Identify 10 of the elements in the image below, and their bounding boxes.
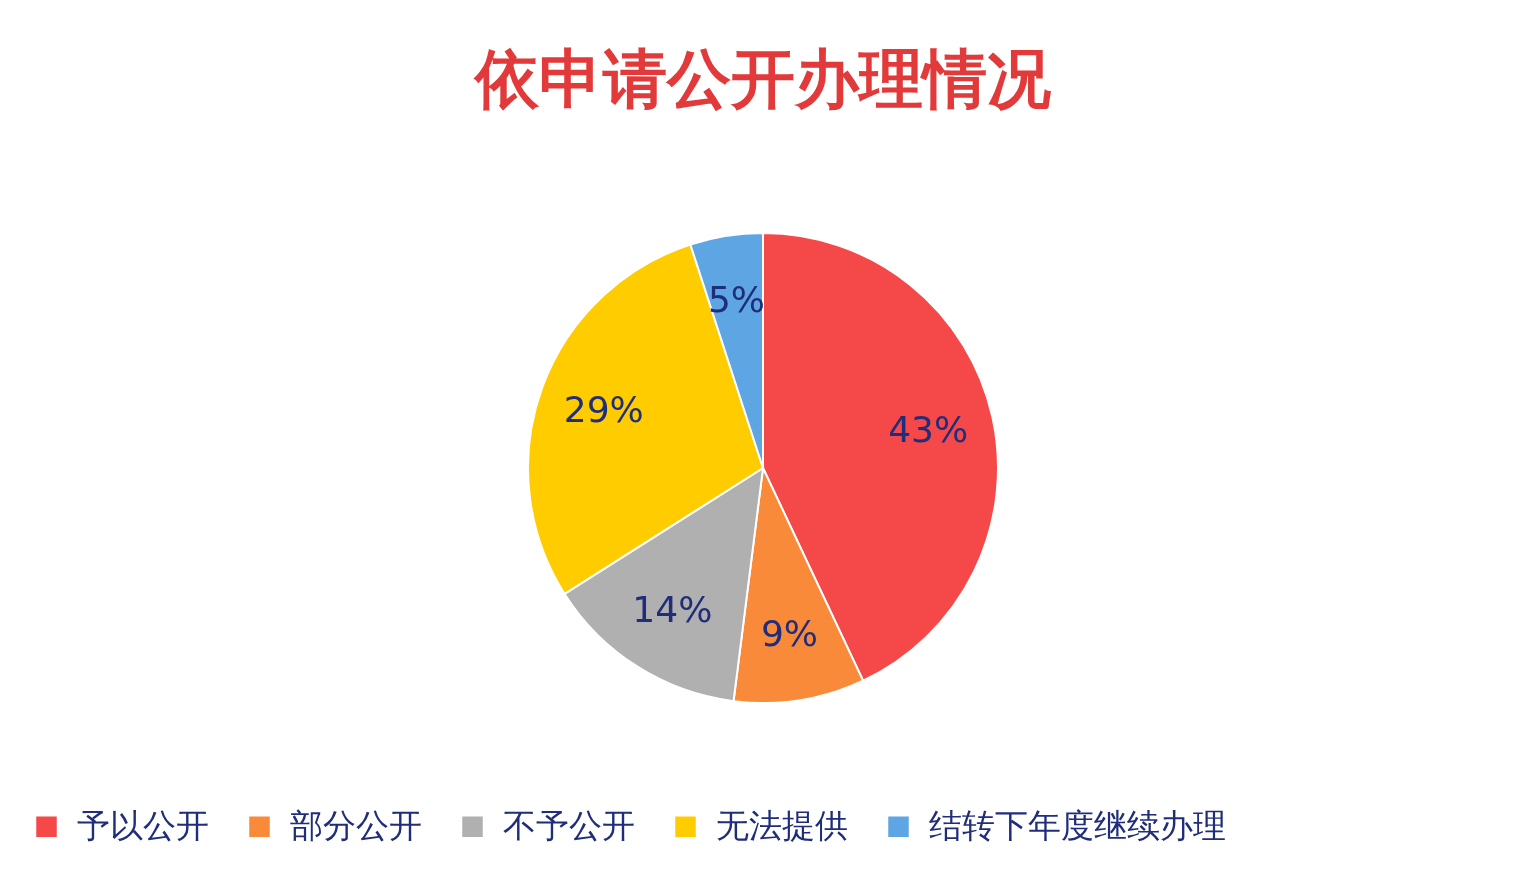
legend-label: 予以公开: [77, 805, 209, 845]
legend-label: 不予公开: [503, 805, 635, 845]
chart-title: 依申请公开办理情况: [473, 42, 1051, 116]
data-label: 9%: [760, 613, 819, 655]
legend-label: 结转下年度继续办理: [929, 805, 1226, 845]
data-label: 29%: [563, 388, 644, 430]
legend-label: 无法提供: [716, 805, 848, 845]
data-label: 14%: [632, 588, 713, 630]
legend-label: 部分公开: [290, 805, 422, 845]
data-label: 43%: [888, 409, 969, 451]
